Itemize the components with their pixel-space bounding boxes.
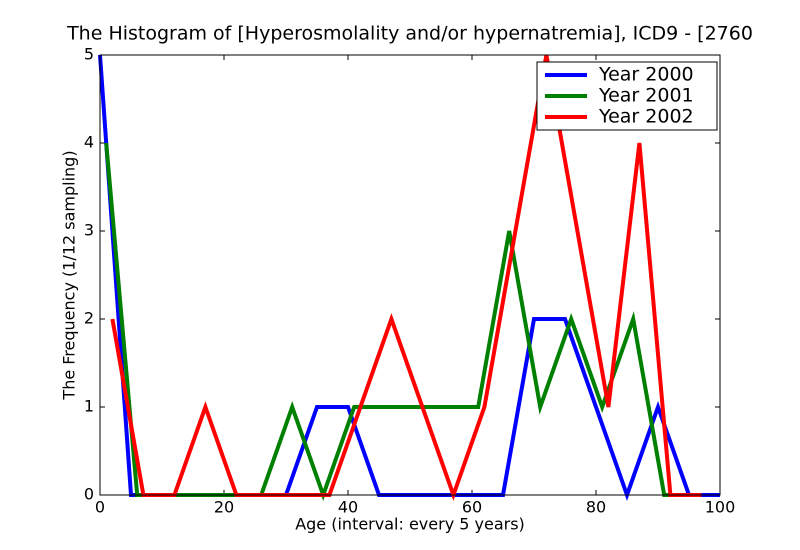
y-tick-label: 2 [84, 309, 94, 328]
legend-label: Year 2000 [598, 64, 694, 86]
y-tick-label: 3 [84, 221, 94, 240]
legend-label: Year 2002 [598, 106, 694, 128]
chart-title: The Histogram of [Hyperosmolality and/or… [66, 23, 753, 45]
legend-label: Year 2001 [598, 85, 694, 107]
y-tick-label: 0 [84, 485, 94, 504]
x-axis-label: Age (interval: every 5 years) [295, 515, 525, 534]
x-tick-label: 20 [214, 498, 234, 517]
y-tick-label: 5 [84, 45, 94, 64]
x-tick-label: 100 [705, 498, 736, 517]
x-tick-label: 0 [95, 498, 105, 517]
x-tick-label: 40 [338, 498, 358, 517]
data-line [110, 54, 702, 502]
y-axis-label: The Frequency (1/12 sampling) [60, 150, 79, 400]
plot-frame [99, 54, 721, 496]
x-tick-label: 80 [586, 498, 606, 517]
x-tick-label: 60 [462, 498, 482, 517]
y-tick-label: 1 [84, 397, 94, 416]
y-tick-label: 4 [84, 133, 94, 152]
